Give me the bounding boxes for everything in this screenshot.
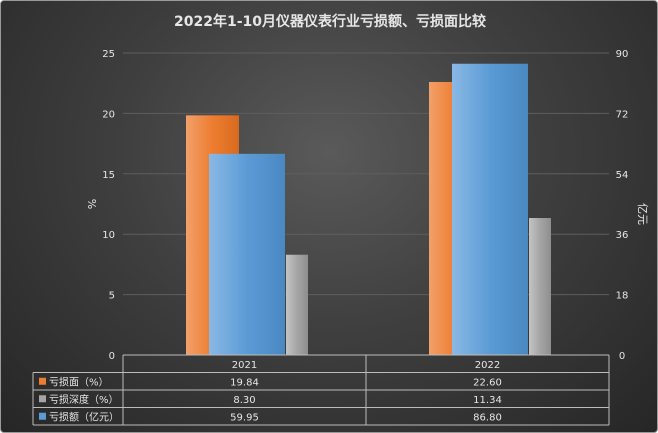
legend-key (39, 412, 46, 420)
y-tick-label-right: 72 (616, 109, 629, 120)
chart-title: 2022年1-10月仪器仪表行业亏损额、亏损面比较 (174, 13, 486, 30)
y-tick-label-right: 90 (616, 49, 629, 60)
legend-series-name: 亏损面（%） (49, 375, 109, 388)
table-value: 8.30 (233, 395, 255, 406)
y-tick-label-right: 0 (619, 351, 625, 362)
legend-key (39, 395, 46, 403)
y-tick-label-left: 15 (102, 170, 115, 181)
legend-series-name: 亏损深度（%） (49, 393, 119, 406)
y-tick-label-right: 36 (616, 230, 629, 241)
y-tick-label-left: 5 (109, 291, 115, 302)
table-value: 19.84 (230, 377, 259, 388)
table-value: 86.80 (473, 412, 502, 423)
y-tick-label-left: 20 (102, 109, 115, 120)
legend-key (39, 377, 46, 385)
y-tick-label-left: 0 (109, 351, 115, 362)
bar-loss-depth-2022 (529, 218, 551, 355)
table-category-label: 2021 (232, 360, 257, 371)
y-axis-label-right: 亿元 (636, 203, 649, 225)
table-value: 11.34 (473, 395, 502, 406)
bar-loss-depth-2021 (286, 254, 308, 355)
y-axis-label-left: % (86, 199, 99, 209)
bar-loss-amount-2021 (209, 153, 285, 355)
y-tick-label-left: 25 (102, 49, 115, 60)
table-category-label: 2022 (475, 360, 500, 371)
y-tick-label-right: 18 (616, 291, 629, 302)
y-tick-label-right: 54 (616, 170, 629, 181)
bar-loss-amount-2022 (452, 63, 528, 355)
table-value: 59.95 (230, 412, 259, 423)
table-value: 22.60 (473, 377, 502, 388)
legend-series-name: 亏损额（亿元） (49, 410, 119, 423)
y-tick-label-left: 10 (102, 230, 115, 241)
